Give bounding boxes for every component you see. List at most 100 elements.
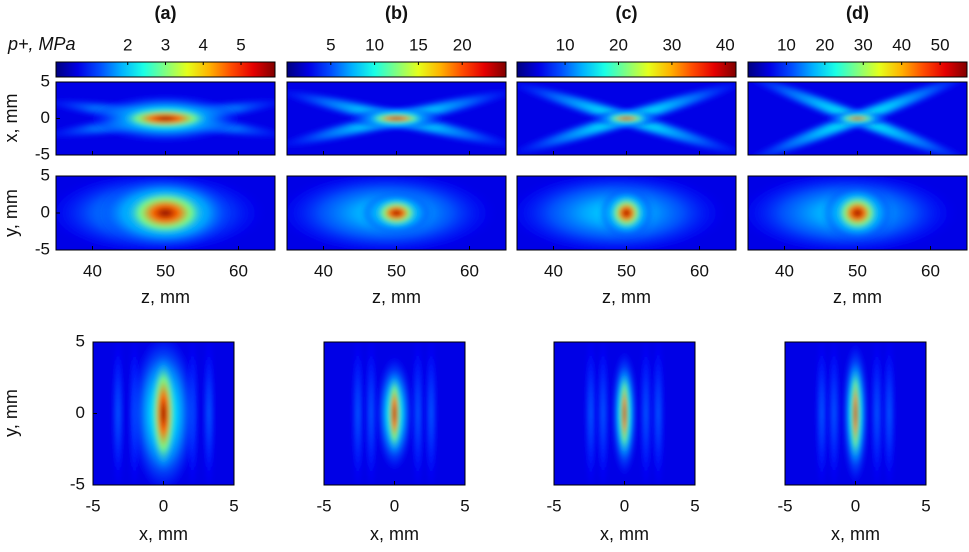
x-tick-label: -5 bbox=[316, 496, 331, 515]
x-tick-label: 50 bbox=[617, 261, 636, 280]
heatmap bbox=[748, 176, 967, 250]
x-tick-label: -5 bbox=[777, 496, 792, 515]
x-tick-label: -5 bbox=[546, 496, 561, 515]
x-tick-label: 5 bbox=[229, 496, 238, 515]
x-axis-label: z, mm bbox=[141, 287, 190, 307]
x-tick-label: 0 bbox=[159, 496, 168, 515]
y-tick-label: 5 bbox=[41, 71, 50, 90]
colorbar-tick-label: 20 bbox=[815, 35, 834, 54]
panel-title: (d) bbox=[846, 3, 869, 23]
intensity-field bbox=[425, 342, 438, 485]
x-axis-label: x, mm bbox=[600, 524, 649, 544]
intensity-field bbox=[597, 342, 610, 485]
x-axis-label: z, mm bbox=[372, 287, 421, 307]
intensity-field bbox=[639, 342, 652, 485]
intensity-field bbox=[609, 196, 644, 230]
y-tick-label: 0 bbox=[76, 403, 85, 422]
y-tick-label: 0 bbox=[41, 108, 50, 127]
x-axis-label: x, mm bbox=[139, 524, 188, 544]
intensity-field bbox=[619, 367, 630, 460]
x-tick-label: 40 bbox=[544, 261, 563, 280]
y-tick-label: -5 bbox=[70, 474, 85, 493]
heatmap bbox=[56, 82, 275, 155]
intensity-field bbox=[870, 342, 883, 485]
intensity-field bbox=[835, 194, 880, 232]
x-tick-label: 0 bbox=[620, 496, 629, 515]
heatmap bbox=[56, 176, 275, 250]
y-tick-label: 0 bbox=[41, 202, 50, 221]
row-label: y, mm bbox=[1, 189, 21, 237]
colorbar-tick-label: 30 bbox=[854, 35, 873, 54]
colorbar bbox=[286, 61, 507, 78]
heatmap bbox=[287, 82, 506, 155]
heatmap bbox=[324, 342, 465, 485]
x-tick-label: 60 bbox=[690, 261, 709, 280]
row-label: y, mm bbox=[1, 389, 21, 437]
intensity-field bbox=[351, 342, 364, 485]
colorbar-tick-label: 2 bbox=[123, 35, 132, 54]
intensity-field bbox=[202, 342, 215, 485]
colorbar-tick-label: 10 bbox=[777, 35, 796, 54]
x-tick-label: 5 bbox=[921, 496, 930, 515]
heatmap bbox=[517, 176, 736, 250]
colorbar-tick-label: 10 bbox=[365, 35, 384, 54]
colorbar bbox=[747, 61, 968, 78]
intensity-field bbox=[387, 371, 402, 456]
intensity-field bbox=[828, 342, 841, 485]
x-tick-label: 50 bbox=[848, 261, 867, 280]
intensity-field bbox=[374, 199, 419, 227]
intensity-field bbox=[883, 342, 896, 485]
row-label: x, mm bbox=[1, 94, 21, 143]
heatmap bbox=[785, 342, 926, 485]
intensity-field bbox=[366, 112, 427, 125]
colorbar-tick-label: 15 bbox=[409, 35, 428, 54]
x-axis-label: x, mm bbox=[370, 524, 419, 544]
colorbar-tick-label: 40 bbox=[892, 35, 911, 54]
colorbar-label: p+, MPa bbox=[7, 34, 76, 54]
x-tick-label: 40 bbox=[83, 261, 102, 280]
heatmap bbox=[287, 176, 506, 250]
panel-title: (a) bbox=[155, 3, 177, 23]
x-axis-label: z, mm bbox=[833, 287, 882, 307]
y-tick-label: -5 bbox=[35, 144, 50, 163]
colorbar-tick-label: 3 bbox=[161, 35, 170, 54]
y-tick-label: -5 bbox=[35, 239, 50, 258]
intensity-field bbox=[850, 361, 861, 466]
colorbar-tick-label: 50 bbox=[931, 35, 950, 54]
x-tick-label: 50 bbox=[387, 261, 406, 280]
heatmap bbox=[93, 342, 234, 485]
x-tick-label: 40 bbox=[314, 261, 333, 280]
panel-title: (c) bbox=[616, 3, 638, 23]
intensity-field bbox=[604, 114, 649, 123]
x-tick-label: 60 bbox=[460, 261, 479, 280]
x-axis-label: x, mm bbox=[831, 524, 880, 544]
heatmap bbox=[748, 82, 967, 155]
colorbar-tick-label: 4 bbox=[199, 35, 208, 54]
x-tick-label: -5 bbox=[85, 496, 100, 515]
x-tick-label: 0 bbox=[390, 496, 399, 515]
panel-title: (b) bbox=[385, 3, 408, 23]
intensity-field bbox=[815, 342, 828, 485]
intensity-field bbox=[150, 355, 177, 472]
heatmap bbox=[554, 342, 695, 485]
x-tick-label: 50 bbox=[156, 261, 175, 280]
colorbar-tick-label: 5 bbox=[236, 35, 245, 54]
x-axis-label: z, mm bbox=[602, 287, 651, 307]
colorbar-tick-label: 5 bbox=[326, 35, 335, 54]
intensity-field bbox=[652, 342, 665, 485]
colorbar-tick-label: 40 bbox=[716, 35, 735, 54]
intensity-field bbox=[123, 189, 208, 237]
colorbar-tick-label: 30 bbox=[662, 35, 681, 54]
colorbar-tick-label: 10 bbox=[556, 35, 575, 54]
x-tick-label: 5 bbox=[690, 496, 699, 515]
x-tick-label: 40 bbox=[775, 261, 794, 280]
x-tick-label: 60 bbox=[921, 261, 940, 280]
intensity-field bbox=[411, 342, 424, 485]
intensity-field bbox=[117, 107, 214, 130]
colorbar-tick-label: 20 bbox=[609, 35, 628, 54]
colorbar-tick-label: 20 bbox=[453, 35, 472, 54]
intensity-field bbox=[112, 342, 125, 485]
y-tick-label: 5 bbox=[41, 165, 50, 184]
x-tick-label: 0 bbox=[851, 496, 860, 515]
